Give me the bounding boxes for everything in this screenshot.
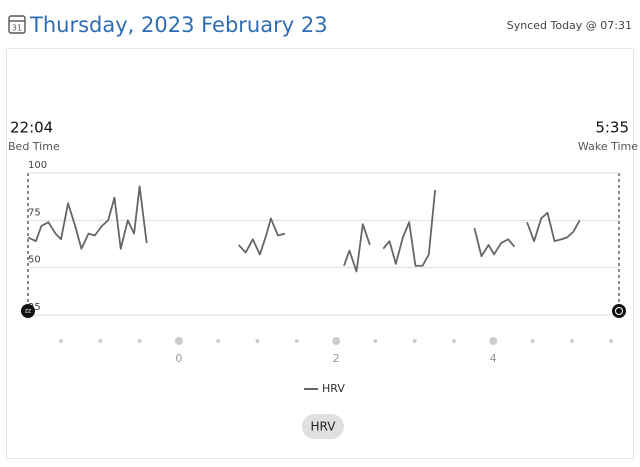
y-tick-label: 75 xyxy=(28,207,41,218)
x-tick-label: 2 xyxy=(333,352,340,365)
x-minor-tick xyxy=(412,339,417,343)
sync-status: Synced Today @ 07:31 xyxy=(507,19,632,32)
bed-icon xyxy=(21,304,35,318)
calendar-frame xyxy=(8,15,26,34)
x-minor-tick xyxy=(569,339,574,343)
x-minor-tick xyxy=(59,339,64,343)
hrv-button[interactable] xyxy=(302,414,344,439)
bed-label: Bed Time xyxy=(8,140,60,153)
x-minor-tick xyxy=(609,339,614,343)
wake-icon xyxy=(612,304,626,318)
x-tick-label: 0 xyxy=(175,352,182,365)
x-tick-label: 4 xyxy=(490,352,497,365)
x-tick xyxy=(174,337,183,345)
bed-icon-glyph: zz xyxy=(25,308,31,315)
x-minor-tick xyxy=(373,339,378,343)
x-minor-tick xyxy=(255,339,260,343)
wake-icon-glyph xyxy=(615,307,623,315)
legend: HRV xyxy=(304,382,345,395)
x-minor-tick xyxy=(137,339,142,343)
calendar-icon: 31 xyxy=(8,15,26,34)
x-minor-tick xyxy=(451,339,456,343)
x-tick xyxy=(489,337,498,345)
x-tick xyxy=(332,337,341,345)
bed-time: 22:04 xyxy=(10,119,53,137)
y-tick-label: 50 xyxy=(28,255,41,266)
x-minor-tick xyxy=(294,339,299,343)
y-tick-label: 100 xyxy=(28,160,47,171)
y-tick-label: 25 xyxy=(28,302,41,313)
plot: 25 50 75 100 0 2 4 xyxy=(27,160,619,365)
x-minor-tick xyxy=(530,339,535,343)
page-title: Thursday, 2023 February 23 xyxy=(29,13,328,37)
calendar-day: 31 xyxy=(12,24,22,33)
card xyxy=(6,48,634,459)
legend-label[interactable]: HRV xyxy=(322,382,345,395)
wake-label: Wake Time xyxy=(578,140,638,153)
hrv-line xyxy=(27,185,581,273)
x-minor-tick xyxy=(216,339,221,343)
x-minor-tick xyxy=(98,339,103,343)
hrv-button-label[interactable]: HRV xyxy=(311,420,337,434)
wake-time: 5:35 xyxy=(595,119,629,137)
